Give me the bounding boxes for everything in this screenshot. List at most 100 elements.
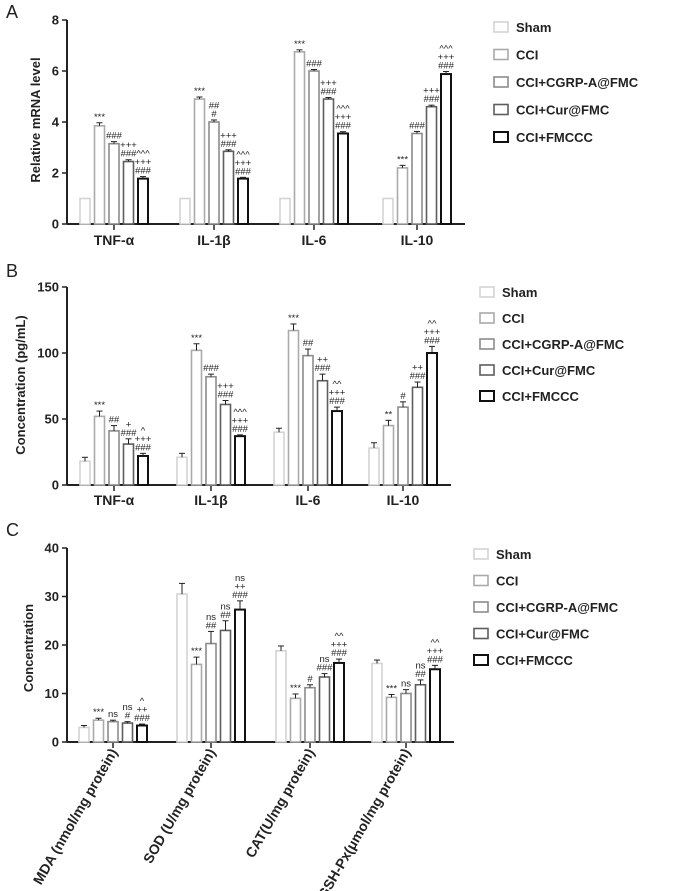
- significance-line: ns: [206, 612, 216, 623]
- bar: [108, 430, 120, 486]
- bar: [107, 720, 119, 743]
- significance-label: ***: [94, 400, 105, 411]
- category-label: MDA (nmol/mg protein): [30, 746, 121, 888]
- significance-line: ###: [134, 713, 151, 724]
- significance-line: ns: [108, 709, 118, 720]
- significance-line: ^: [141, 425, 146, 436]
- legend-swatch: [473, 627, 489, 640]
- category-label: IL-6: [296, 492, 321, 508]
- bar: [137, 177, 149, 225]
- significance-label: ns ##: [415, 660, 426, 680]
- significance-label: ns: [401, 679, 411, 690]
- significance-line: +++: [427, 646, 444, 657]
- legend-label: CCI+CGRP-A@FMC: [516, 75, 639, 90]
- significance-label: ns ###: [317, 654, 334, 674]
- bar: [385, 696, 398, 743]
- bar: [279, 197, 291, 225]
- legend-label: CCI+Cur@FMC: [496, 627, 590, 642]
- significance-line: ###: [335, 121, 352, 132]
- significance-line: ++: [412, 363, 424, 374]
- bar: [337, 132, 349, 226]
- significance-label: ns ##: [220, 601, 231, 621]
- legend-label: CCI: [516, 48, 538, 63]
- bar: [137, 454, 149, 486]
- significance-line: ###: [424, 335, 441, 346]
- significance-line: ns: [122, 702, 132, 713]
- bar: [293, 51, 306, 225]
- legend-swatch: [493, 76, 509, 88]
- category-label: SOD (U/mg protein): [140, 746, 219, 866]
- significance-label: ^^^ +++ ###: [232, 407, 249, 435]
- y-tick-label: 100: [37, 346, 59, 361]
- y-tick-label: 30: [45, 589, 59, 604]
- significance-label: +++ ###: [423, 86, 440, 106]
- significance-label: ns #: [122, 702, 132, 722]
- significance-line: ###: [427, 654, 444, 665]
- category-label: IL-6: [302, 232, 327, 248]
- significance-label: ***: [290, 683, 301, 694]
- significance-line: +++: [424, 327, 441, 338]
- legend-label: CCI+FMCCC: [502, 389, 580, 404]
- significance-line: ^^^: [233, 407, 247, 418]
- bar: [322, 98, 335, 225]
- panel-b-label: B: [6, 261, 18, 281]
- significance-line: ##: [220, 610, 231, 621]
- legend-label: CCI: [496, 574, 518, 589]
- bar: [396, 167, 409, 225]
- significance-line: **: [385, 409, 393, 420]
- bar: [440, 73, 452, 225]
- significance-line: ###: [438, 61, 455, 72]
- significance-line: +++: [235, 158, 252, 169]
- significance-line: +++: [217, 381, 234, 392]
- category-label: TNF-α: [94, 492, 135, 508]
- bar: [304, 686, 316, 743]
- bar: [237, 177, 249, 225]
- bar: [205, 642, 217, 743]
- significance-line: ###: [135, 442, 152, 453]
- legend-swatch: [479, 286, 495, 298]
- legend-swatch: [493, 103, 509, 116]
- significance-line: ###: [221, 139, 238, 150]
- significance-line: ###: [410, 371, 427, 382]
- significance-line: #: [400, 391, 406, 402]
- bar: [397, 406, 409, 486]
- significance-label: ###: [203, 363, 220, 374]
- bar: [179, 197, 191, 225]
- legend-label: Sham: [516, 20, 551, 35]
- bar: [302, 354, 314, 486]
- y-tick-label: 10: [45, 686, 59, 701]
- significance-line: ^^^: [136, 149, 150, 160]
- panel-c-ylabel: Concentration: [21, 604, 36, 692]
- significance-label: ***: [294, 39, 305, 50]
- significance-label: ^^ +++ ###: [329, 379, 346, 407]
- bar: [93, 415, 106, 486]
- significance-line: +++: [135, 434, 152, 445]
- bar: [400, 692, 412, 743]
- significance-line: ###: [232, 424, 249, 435]
- bar: [425, 105, 438, 225]
- bar: [121, 722, 134, 743]
- significance-line: ^: [140, 696, 145, 707]
- significance-label: ^ ++ ###: [134, 696, 151, 724]
- significance-line: +++: [220, 130, 237, 141]
- bar: [275, 650, 287, 743]
- significance-line: ###: [424, 94, 441, 105]
- significance-line: ###: [121, 149, 138, 160]
- bar: [371, 662, 383, 743]
- legend-label: Sham: [502, 285, 537, 300]
- bar: [411, 386, 424, 486]
- bar: [79, 460, 91, 486]
- bar: [136, 724, 148, 744]
- legend-label: Sham: [496, 547, 531, 562]
- y-tick-label: 0: [52, 735, 59, 750]
- bar: [308, 70, 320, 225]
- significance-label: ***: [194, 86, 205, 97]
- bar: [414, 683, 427, 743]
- significance-label: ***: [94, 112, 105, 123]
- significance-line: +++: [423, 86, 440, 97]
- legend-swatch: [473, 601, 489, 613]
- significance-line: ^^: [428, 318, 437, 329]
- category-label: IL-1β: [197, 232, 231, 248]
- significance-label: ^^ +++ ###: [424, 318, 441, 346]
- significance-label: ***: [191, 333, 202, 344]
